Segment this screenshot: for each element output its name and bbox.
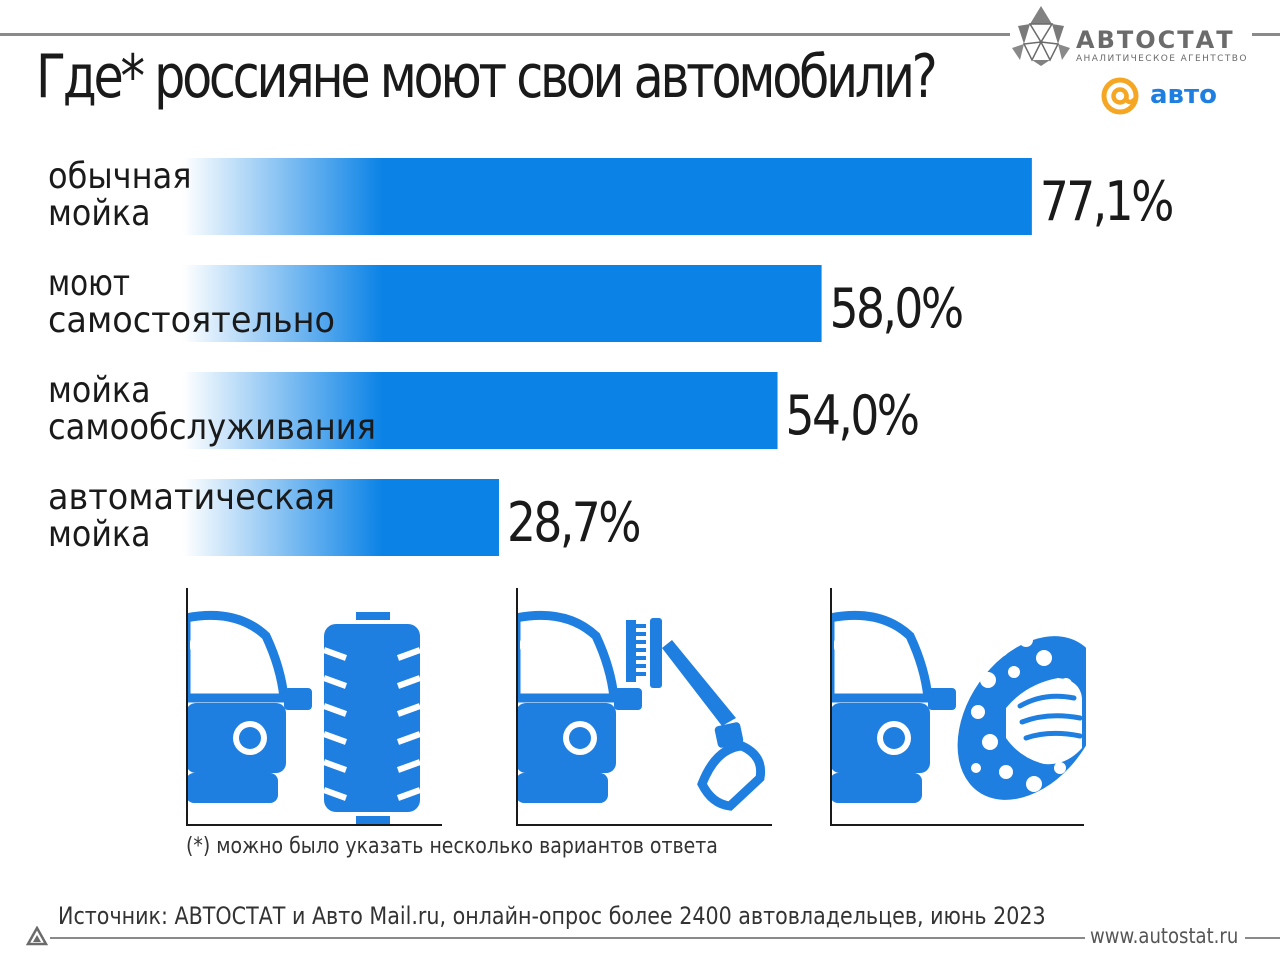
footnote: (*) можно было указать несколько вариант…: [186, 834, 718, 859]
avtostat-hexagon-icon: [1012, 6, 1070, 66]
category-label-3-line-1: мойка: [48, 370, 151, 411]
value-label-4: 28,7%: [507, 491, 640, 554]
mail-auto-word: авто: [1150, 80, 1217, 110]
category-label-1-line-2: мойка: [48, 193, 151, 234]
at-sign-icon: [1101, 77, 1139, 115]
category-label-4-line-1: автоматическая: [48, 477, 335, 518]
page-title: Где* россияне моют свои автомобили?: [36, 42, 938, 112]
avtostat-brand: АВТОСТАТ: [1076, 26, 1235, 54]
top-rule: [0, 33, 1010, 36]
top-rule-right: [1252, 33, 1280, 36]
source-line: Источник: АВТОСТАТ и Авто Mail.ru, онлай…: [58, 902, 1046, 930]
avtostat-logo: АВТОСТАТ АНАЛИТИЧЕСКОЕ АГЕНТСТВО: [1008, 4, 1253, 68]
value-label-2: 58,0%: [830, 277, 963, 340]
avtostat-tagline: АНАЛИТИЧЕСКОЕ АГЕНТСТВО: [1076, 54, 1248, 64]
bottom-rule-right: [1245, 937, 1280, 939]
bar-4: [183, 479, 499, 556]
category-label-4-line-2: мойка: [48, 514, 151, 555]
category-label-2-line-2: самостоятельно: [48, 300, 335, 341]
bar-2: [183, 265, 822, 342]
category-label-1-line-1: обычная: [48, 156, 192, 197]
category-label-3-line-2: самообслуживания: [48, 407, 376, 448]
brush-car-wash-icon: [186, 588, 442, 826]
hand-sponge-wash-icon: [830, 588, 1086, 826]
corner-triangle-icon: [26, 926, 48, 946]
bottom-rule: [50, 937, 1085, 939]
pressure-washer-icon: [516, 588, 772, 826]
site-url: www.autostat.ru: [1090, 924, 1239, 948]
mail-auto-logo: авто: [1100, 76, 1217, 116]
value-label-1: 77,1%: [1040, 170, 1173, 233]
bar-1: [183, 158, 1032, 235]
value-label-3: 54,0%: [786, 384, 919, 447]
bar-3: [183, 372, 778, 449]
category-label-2-line-1: моют: [48, 263, 130, 304]
